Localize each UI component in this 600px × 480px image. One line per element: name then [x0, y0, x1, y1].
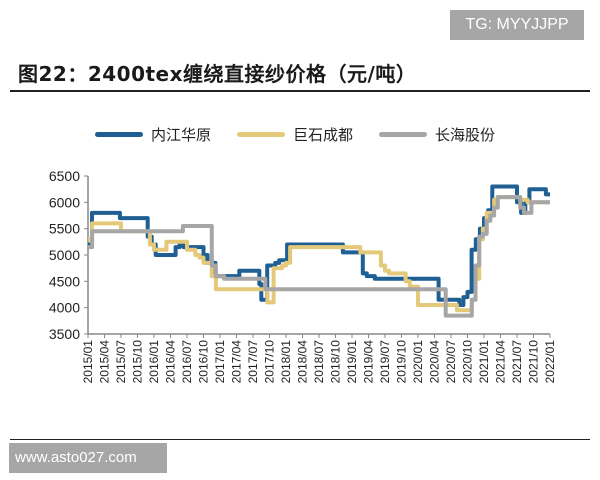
x-tick-label: 2015/04 [98, 340, 112, 384]
bottom-divider [10, 439, 590, 440]
chart-legend: 内江华原 巨石成都 长海股份 [95, 124, 495, 145]
x-tick-label: 2018/07 [312, 340, 326, 384]
x-tick-label: 2017/10 [263, 340, 277, 384]
x-tick-label: 2019/07 [378, 340, 392, 384]
x-tick-label: 2017/01 [213, 340, 227, 384]
x-tick-label: 2019/01 [345, 340, 359, 384]
legend-item-changhai: 长海股份 [379, 124, 495, 145]
x-tick-label: 2020/04 [428, 340, 442, 384]
watermark-url: www.asto027.com [9, 443, 167, 473]
x-tick-label: 2016/07 [180, 340, 194, 384]
x-tick-label: 2021/01 [477, 340, 491, 384]
legend-label: 长海股份 [435, 126, 496, 144]
legend-swatch-yellow [237, 132, 286, 137]
x-tick-label: 2017/07 [246, 340, 260, 384]
y-tick-label: 4000 [49, 300, 80, 316]
x-tick-label: 2016/04 [164, 340, 178, 384]
x-tick-label: 2019/04 [362, 340, 376, 384]
x-tick-label: 2018/04 [296, 340, 310, 384]
y-tick-label: 3500 [49, 326, 80, 342]
legend-label: 巨石成都 [293, 126, 354, 144]
legend-swatch-blue [95, 132, 143, 137]
x-tick-label: 2018/10 [329, 340, 343, 384]
legend-label: 内江华原 [151, 126, 212, 144]
x-tick-label: 2020/07 [444, 340, 458, 384]
x-tick-label: 2015/07 [114, 340, 128, 384]
x-tick-label: 2021/07 [510, 340, 524, 384]
x-tick-label: 2021/10 [527, 340, 541, 384]
x-tick-label: 2016/10 [197, 340, 211, 384]
y-tick-label: 5500 [49, 221, 80, 237]
chart-title: 图22：2400tex缠绕直接纱价格（元/吨） [18, 62, 417, 86]
title-divider [10, 90, 590, 92]
y-tick-label: 4500 [49, 273, 80, 289]
x-tick-label: 2019/10 [395, 340, 409, 384]
x-tick-label: 2018/01 [279, 340, 293, 384]
legend-item-neijiang: 内江华原 [95, 124, 211, 145]
series-line [88, 184, 550, 307]
x-tick-label: 2015/01 [81, 340, 95, 384]
y-tick-label: 6000 [49, 194, 80, 210]
legend-swatch-gray [379, 132, 428, 137]
y-tick-label: 6500 [49, 168, 80, 184]
x-tick-label: 2016/01 [147, 340, 161, 384]
watermark-tg: TG: MYYJJPP [450, 10, 584, 40]
series-line [88, 195, 550, 313]
series-line [88, 195, 550, 318]
x-tick-label: 2021/04 [494, 340, 508, 384]
x-tick-label: 2015/10 [131, 340, 145, 384]
x-tick-label: 2017/04 [230, 340, 244, 384]
y-tick-label: 5000 [49, 247, 80, 263]
x-tick-label: 2022/01 [543, 340, 557, 384]
legend-item-jushi: 巨石成都 [237, 124, 353, 145]
x-tick-label: 2020/01 [411, 340, 425, 384]
x-tick-label: 2020/10 [461, 340, 475, 384]
